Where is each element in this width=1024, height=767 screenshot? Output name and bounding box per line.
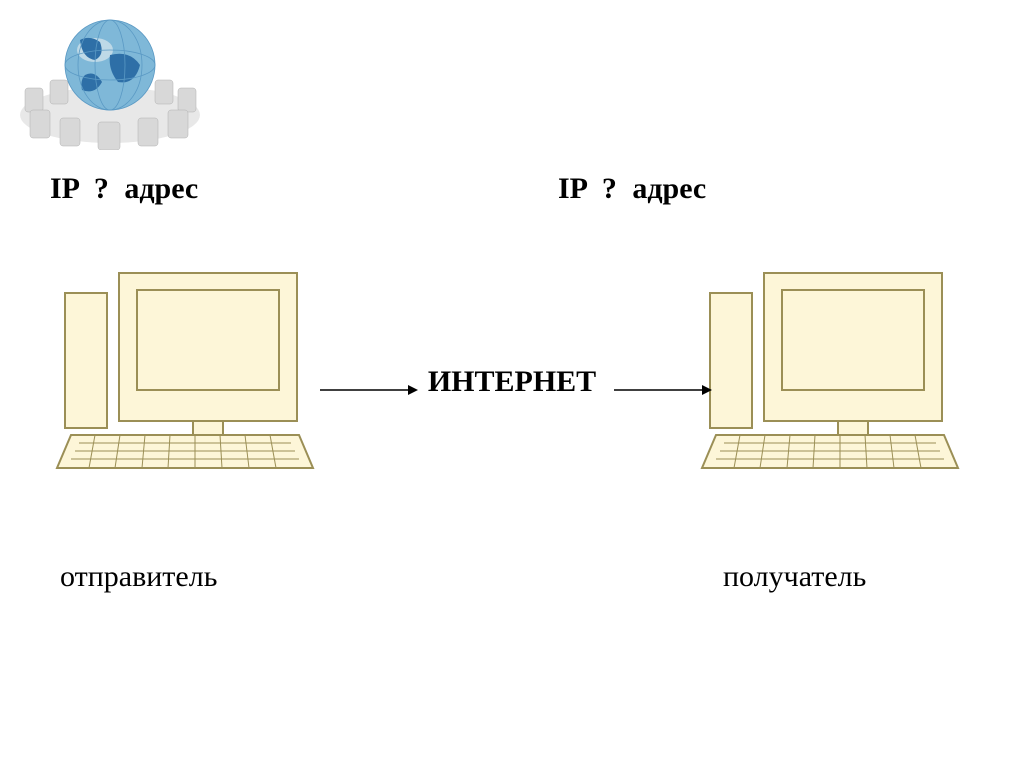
arrow-center-to-right: [614, 380, 714, 400]
ip-text-right: IP: [558, 172, 586, 205]
address-text-left: адрес: [124, 172, 198, 205]
ip-address-label-left: IP ? адрес: [50, 172, 198, 206]
ip-text-left: IP: [50, 172, 78, 205]
globe-conference-logo: [10, 10, 210, 150]
ip-address-label-right: IP ? адрес: [558, 172, 706, 206]
sender-label: отправитель: [60, 560, 217, 594]
question-mark-right: ?: [602, 172, 617, 206]
receiver-label: получатель: [723, 560, 866, 594]
sender-computer-icon: [55, 268, 315, 493]
question-mark-left: ?: [94, 172, 109, 206]
receiver-computer-icon: [700, 268, 960, 493]
address-text-right: адрес: [632, 172, 706, 205]
internet-label: ИНТЕРНЕТ: [428, 365, 596, 399]
arrow-left-to-center: [320, 380, 420, 400]
